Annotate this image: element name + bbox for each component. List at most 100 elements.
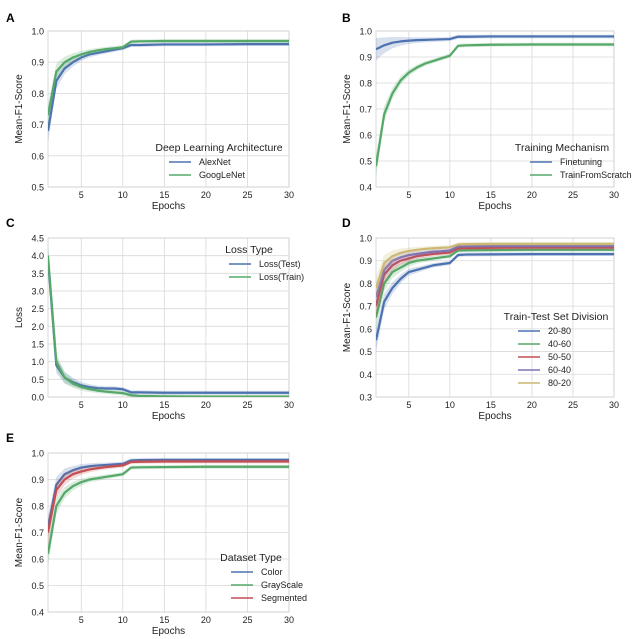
- y-tick-label: 0.8: [31, 89, 44, 99]
- x-tick-label: 25: [242, 190, 252, 200]
- series-line-20-80: [376, 253, 614, 341]
- series-group: [48, 244, 289, 397]
- series-line-50-50: [376, 246, 614, 307]
- series-line-finetuning: [376, 35, 614, 51]
- x-tick-label: 20: [201, 615, 211, 625]
- series-line-segmented: [48, 460, 289, 533]
- y-tick-label: 3.0: [31, 287, 44, 297]
- legend-entry: Finetuning: [560, 157, 602, 167]
- series-line-loss-train-: [48, 255, 289, 397]
- legend: Deep Learning Architecture AlexNet GoogLeN…: [155, 142, 282, 180]
- x-tick-label: 15: [486, 400, 496, 410]
- x-tick-label: 15: [159, 400, 169, 410]
- x-tick-label: 30: [284, 615, 294, 625]
- y-tick-label: 0.7: [359, 302, 372, 312]
- legend-title: Deep Learning Architecture: [155, 142, 282, 154]
- series-group: [48, 457, 289, 566]
- y-tick-label: 0.4: [31, 608, 44, 618]
- x-tick-label: 30: [284, 400, 294, 410]
- x-tick-label: 15: [159, 615, 169, 625]
- y-tick-label: 0.5: [359, 347, 372, 357]
- y-tick-label: 0.5: [31, 581, 44, 591]
- x-axis-label: Epochs: [152, 626, 185, 637]
- y-tick-label: 0.0: [31, 393, 44, 403]
- x-tick-label: 25: [242, 615, 252, 625]
- x-tick-label: 30: [284, 190, 294, 200]
- legend-entry: Segmented: [261, 593, 307, 603]
- chart-panel-a: A 0.5 0.6 0.7 0.8 0.9 1.0 5 10 15 20 25 30 Epochs Mean…: [6, 11, 294, 212]
- y-tick-label: 0.5: [31, 375, 44, 385]
- legend-entry: TrainFromScratch: [560, 170, 632, 180]
- legend-entry: AlexNet: [199, 157, 231, 167]
- x-tick-label: 15: [159, 190, 169, 200]
- y-axis-label: Mean-F1-Score: [14, 497, 25, 567]
- legend-entry: Loss(Train): [259, 272, 304, 282]
- x-axis-label: Epochs: [152, 411, 185, 422]
- legend-entry: Loss(Test): [259, 259, 301, 269]
- x-tick-label: 10: [445, 190, 455, 200]
- legend-title: Dataset Type: [220, 552, 282, 564]
- plot-frame: [47, 30, 290, 188]
- chart-panel-e: E 0.4 0.5 0.6 0.7 0.8 0.9 1.0 5 10 15 20 25 30 Epochs M…: [6, 431, 307, 637]
- legend-title: Train-Test Set Division: [504, 311, 609, 323]
- y-tick-label: 4.5: [31, 234, 44, 244]
- x-axis-label: Epochs: [478, 201, 511, 212]
- y-tick-label: 0.7: [31, 120, 44, 130]
- x-tick-label: 10: [445, 400, 455, 410]
- y-tick-label: 2.0: [31, 322, 44, 332]
- series-line-googlenet: [48, 39, 289, 116]
- x-tick-label: 10: [118, 190, 128, 200]
- legend-entry: 40-60: [548, 339, 571, 349]
- legend-entry: GrayScale: [261, 580, 303, 590]
- chart-panel-b: B 0.4 0.5 0.6 0.7 0.8 0.9 1.0 5 10 15 20 25 30 Epochs M…: [342, 11, 632, 212]
- y-tick-label: 0.6: [359, 324, 372, 334]
- x-axis-label: Epochs: [478, 411, 511, 422]
- y-tick-label: 2.5: [31, 304, 44, 314]
- y-tick-label: 1.0: [359, 234, 372, 244]
- series-group: [376, 241, 614, 352]
- panel-label: D: [342, 216, 351, 230]
- legend: Loss Type Loss(Test) Loss(Train): [225, 244, 304, 282]
- chart-panel-d: D 0.3 0.4 0.5 0.6 0.7 0.8 0.9 1.0 5 10 15 20 25 30 Epoc…: [342, 216, 619, 422]
- y-axis-label: Loss: [14, 307, 25, 328]
- plot-frame: [375, 30, 615, 188]
- y-tick-label: 0.4: [359, 183, 372, 193]
- legend: Train-Test Set Division 20-80 40-60 50-50 60…: [504, 311, 609, 388]
- y-tick-label: 0.6: [31, 555, 44, 565]
- series-group: [48, 39, 289, 143]
- grid: [48, 30, 290, 188]
- x-tick-label: 5: [79, 400, 84, 410]
- legend-entry: 20-80: [548, 326, 571, 336]
- legend: Training Mechanism Finetuning TrainFromScr…: [515, 142, 632, 180]
- x-tick-label: 20: [201, 190, 211, 200]
- y-axis-label: Mean-F1-Score: [342, 282, 353, 352]
- legend-title: Loss Type: [225, 244, 273, 256]
- legend-entry: GoogLeNet: [199, 170, 246, 180]
- plot-area: [48, 31, 289, 187]
- y-tick-label: 0.7: [359, 105, 372, 115]
- y-tick-label: 0.6: [359, 131, 372, 141]
- legend-entry: 80-20: [548, 378, 571, 388]
- plot-area: [376, 238, 614, 397]
- series-line-alexnet: [48, 43, 289, 132]
- series-line-grayscale: [48, 465, 289, 554]
- x-tick-label: 30: [609, 400, 619, 410]
- series-line-40-60: [376, 248, 614, 318]
- x-tick-label: 10: [118, 400, 128, 410]
- legend-entry: Color: [261, 567, 283, 577]
- y-tick-label: 0.5: [31, 183, 44, 193]
- x-tick-label: 25: [568, 190, 578, 200]
- y-tick-label: 0.9: [359, 256, 372, 266]
- y-tick-label: 0.4: [359, 370, 372, 380]
- y-tick-label: 0.9: [31, 475, 44, 485]
- x-tick-label: 20: [527, 190, 537, 200]
- x-tick-label: 30: [609, 190, 619, 200]
- x-tick-label: 5: [79, 615, 84, 625]
- y-tick-label: 0.5: [359, 157, 372, 167]
- y-axis-label: Mean-F1-Score: [342, 74, 353, 144]
- series-line-color: [48, 458, 289, 528]
- panel-label: E: [6, 431, 14, 445]
- y-tick-label: 1.0: [359, 27, 372, 37]
- x-tick-label: 5: [406, 190, 411, 200]
